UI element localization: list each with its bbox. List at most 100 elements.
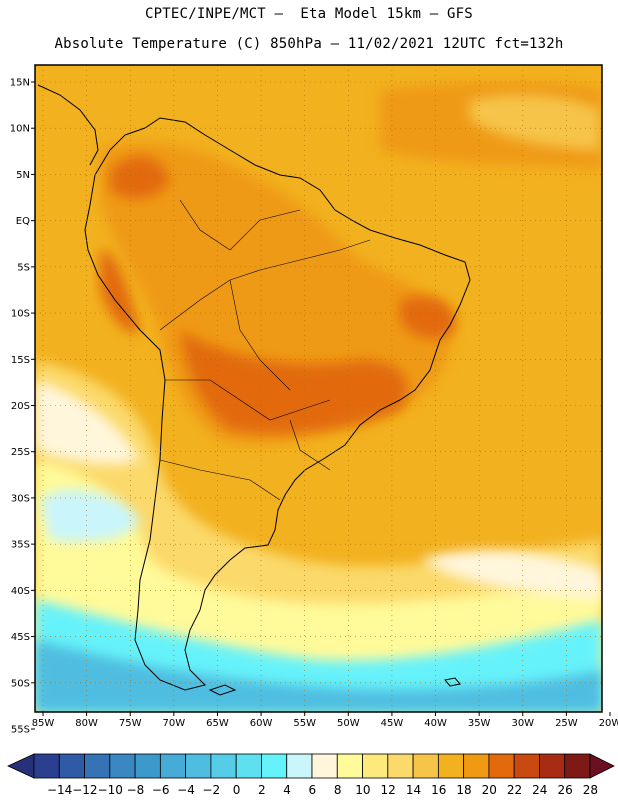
colorbar-segment [488,753,515,779]
lon-tick-label: 35W [468,718,491,729]
lon-tick-label: 60W [250,718,273,729]
colorbar-label: 10 [355,783,370,797]
lat-tick-label: 45S [11,632,30,643]
colorbar-segment [311,753,338,779]
field-pale-patch-east [420,550,602,600]
colorbar-segment [387,753,414,779]
field-hot-northeast [400,296,456,339]
border-4 [179,199,301,251]
colorbar-label: 2 [258,783,266,797]
lat-tick-label: 25S [11,447,30,458]
colorbar-segment [513,753,540,779]
colorbar-segment [185,753,212,779]
colorbar-segment [286,753,313,779]
lon-tick-label: 55W [293,718,316,729]
lat-tick-label: EQ [16,216,30,227]
colorbar-segment [564,753,591,779]
temperature-field [35,65,602,712]
colorbar-segment [235,753,262,779]
lat-tick-label: 15S [11,355,30,366]
border-2 [165,379,331,421]
colorbar-label: −12 [72,783,97,797]
lat-tick-label: 10N [10,124,30,135]
colorbar-left-arrow [7,753,35,779]
coastline-group [37,84,471,696]
colorbar-segment [261,753,288,779]
colorbar-label: −2 [202,783,220,797]
colorbar-label: −4 [177,783,195,797]
south-georgia-outline [444,677,461,687]
colorbar-segment [336,753,363,779]
colorbar-segment [412,753,439,779]
colorbar-segment [33,753,60,779]
field-hottest-core [180,330,408,434]
field-hot-north [110,156,170,199]
colorbar-label: 20 [482,783,497,797]
lon-tick-label: 85W [32,718,55,729]
colorbar-segment [362,753,389,779]
lat-tick-label: 10S [11,309,30,320]
colorbar-label: 18 [456,783,471,797]
colorbar-segment [437,753,465,779]
colorbar-segment [84,753,111,779]
border-5 [289,419,331,471]
field-colder-band-south [35,640,602,712]
colorbar-label: 28 [583,783,598,797]
border-6 [159,459,281,501]
lon-tick-label: 50W [337,718,360,729]
lat-tick-label: 20S [11,401,30,412]
lon-tick-label: 25W [555,718,578,729]
colorbar-segment [539,753,566,779]
lat-tick-label: 5N [16,170,30,181]
lat-tick-label: 15N [10,78,30,89]
colorbar-label: 16 [431,783,446,797]
map-frame [34,64,603,713]
colorbar-label: 24 [532,783,547,797]
lat-tick-label: 35S [11,540,30,551]
field-atlantic-north-light [470,94,600,150]
lat-tick-label: 40S [11,586,30,597]
colorbar-label: 22 [507,783,522,797]
colorbar-label: 8 [334,783,342,797]
central-america-coastline [37,84,99,166]
lat-tick-label: 55S [11,725,30,736]
colorbar-right-arrow [589,753,615,779]
lat-tick-label: 50S [11,678,30,689]
lon-tick-label: 45W [381,718,404,729]
colorbar-label: 6 [309,783,317,797]
colorbar-label: 26 [557,783,572,797]
border-3 [229,279,291,391]
colorbar-segment [109,753,136,779]
colorbar-label: 0 [233,783,241,797]
lat-tick-label: 5S [17,262,30,273]
latitude-ticks: 15N 10N 5N EQ 5S 10S 15S 20S 25S 30S 35S 40S 45S 50S 5… [10,78,35,736]
country-borders [159,199,371,501]
colorbar-label: −10 [98,783,123,797]
lat-tick-label: 30S [11,493,30,504]
lon-tick-label: 80W [75,718,98,729]
colorbar-label: 14 [406,783,421,797]
chart-title-line2: Absolute Temperature (C) 850hPa – 11/02/… [54,36,564,52]
field-pale-region [35,380,140,465]
lon-tick-label: 30W [511,718,534,729]
colorbar-label: −8 [127,783,145,797]
longitude-ticks: 85W 80W 75W 70W 65W 60W 55W 50W 45W 40W 35W 30W 25W 2… [32,712,618,729]
colorbar-label: −6 [152,783,170,797]
border-1 [159,239,371,331]
colorbar: −14 −12 −10 −8 −6 −4 −2 0 2 4 6 8 10 12 14 16 18 20 22 24 26… [7,753,615,797]
chart-title-line1: CPTEC/INPE/MCT – Eta Model 15km – GFS [145,6,473,22]
south-america-coastline [84,117,471,691]
falkland-outline [208,684,237,696]
colorbar-segment [159,753,187,779]
colorbar-segment [463,753,490,779]
lon-tick-label: 40W [424,718,447,729]
lon-tick-label: 20W [599,718,618,729]
field-cold-patch-west [40,489,140,542]
colorbar-segment [58,753,85,779]
lon-tick-label: 75W [119,718,142,729]
colorbar-segment [210,753,237,779]
field-hot-andes [100,250,140,333]
colorbar-label: 4 [283,783,291,797]
lon-tick-label: 70W [163,718,186,729]
